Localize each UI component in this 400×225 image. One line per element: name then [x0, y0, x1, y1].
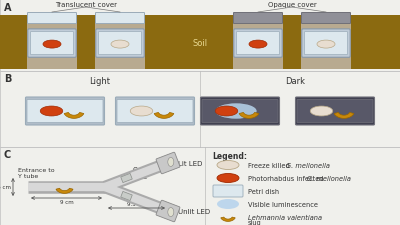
- Bar: [233, 18, 283, 70]
- FancyBboxPatch shape: [156, 200, 180, 222]
- FancyBboxPatch shape: [26, 98, 104, 126]
- FancyBboxPatch shape: [96, 30, 144, 58]
- Text: C: C: [4, 149, 11, 159]
- Text: Translucent cover: Translucent cover: [55, 2, 117, 8]
- Text: B: B: [4, 74, 11, 84]
- FancyBboxPatch shape: [236, 32, 280, 55]
- Ellipse shape: [217, 199, 239, 209]
- Text: Opaque cover: Opaque cover: [268, 2, 316, 8]
- Bar: [0, 147, 400, 225]
- FancyBboxPatch shape: [116, 98, 194, 126]
- Text: 9.5 cm: 9.5 cm: [127, 201, 146, 206]
- Ellipse shape: [215, 107, 238, 116]
- FancyBboxPatch shape: [27, 100, 103, 123]
- Bar: [27, 18, 77, 70]
- Polygon shape: [64, 113, 84, 119]
- FancyBboxPatch shape: [297, 100, 373, 123]
- FancyBboxPatch shape: [296, 98, 374, 126]
- Bar: [301, 18, 351, 70]
- FancyBboxPatch shape: [200, 98, 280, 126]
- FancyBboxPatch shape: [96, 14, 144, 24]
- Ellipse shape: [111, 41, 129, 49]
- Text: 1.5 cm: 1.5 cm: [0, 185, 11, 190]
- Polygon shape: [56, 188, 73, 194]
- Polygon shape: [239, 113, 259, 119]
- FancyBboxPatch shape: [98, 32, 142, 55]
- Polygon shape: [221, 217, 235, 221]
- Polygon shape: [154, 113, 174, 119]
- Ellipse shape: [310, 107, 333, 116]
- Text: Photorhabdus infected: Photorhabdus infected: [248, 175, 326, 181]
- FancyBboxPatch shape: [28, 30, 76, 58]
- Ellipse shape: [43, 41, 61, 49]
- Text: Petri dish: Petri dish: [248, 188, 279, 194]
- Bar: [95, 18, 145, 70]
- FancyBboxPatch shape: [202, 100, 278, 123]
- Ellipse shape: [217, 161, 239, 170]
- FancyBboxPatch shape: [156, 153, 180, 174]
- Text: Lit LED: Lit LED: [178, 160, 202, 166]
- FancyBboxPatch shape: [213, 185, 243, 197]
- Text: Lehmannia valentiana: Lehmannia valentiana: [248, 214, 322, 220]
- Ellipse shape: [217, 174, 239, 183]
- Text: 9 cm: 9 cm: [60, 199, 73, 204]
- Text: G. mellonella: G. mellonella: [307, 175, 351, 181]
- FancyBboxPatch shape: [234, 14, 282, 24]
- Text: Soil: Soil: [192, 38, 208, 47]
- FancyBboxPatch shape: [302, 30, 350, 58]
- Text: slug: slug: [248, 219, 262, 225]
- FancyBboxPatch shape: [302, 14, 350, 24]
- Ellipse shape: [317, 41, 335, 49]
- Text: G. mellonella: G. mellonella: [286, 162, 330, 168]
- Text: Dark: Dark: [285, 77, 305, 86]
- Text: A: A: [4, 3, 12, 13]
- Text: Light: Light: [90, 77, 110, 86]
- Ellipse shape: [40, 107, 63, 116]
- Ellipse shape: [215, 104, 257, 119]
- Text: Unlit LED: Unlit LED: [178, 208, 210, 214]
- Bar: [0, 0, 400, 72]
- FancyBboxPatch shape: [234, 30, 282, 58]
- FancyBboxPatch shape: [117, 100, 193, 123]
- Ellipse shape: [168, 158, 174, 167]
- Text: Entrance to
Y tube: Entrance to Y tube: [18, 167, 55, 178]
- Text: Freeze killed: Freeze killed: [248, 162, 292, 168]
- FancyBboxPatch shape: [30, 32, 74, 55]
- Text: Opaque
tape: Opaque tape: [133, 166, 159, 179]
- Bar: [0, 16, 400, 70]
- Polygon shape: [334, 113, 354, 119]
- FancyBboxPatch shape: [28, 14, 76, 24]
- Ellipse shape: [130, 107, 153, 116]
- Text: Visible luminescence: Visible luminescence: [248, 201, 318, 207]
- Bar: [0, 72, 400, 147]
- FancyBboxPatch shape: [304, 32, 348, 55]
- Bar: [121, 191, 132, 201]
- Ellipse shape: [249, 41, 267, 49]
- Text: Legend:: Legend:: [212, 151, 247, 160]
- Ellipse shape: [168, 208, 174, 217]
- Bar: [121, 174, 132, 183]
